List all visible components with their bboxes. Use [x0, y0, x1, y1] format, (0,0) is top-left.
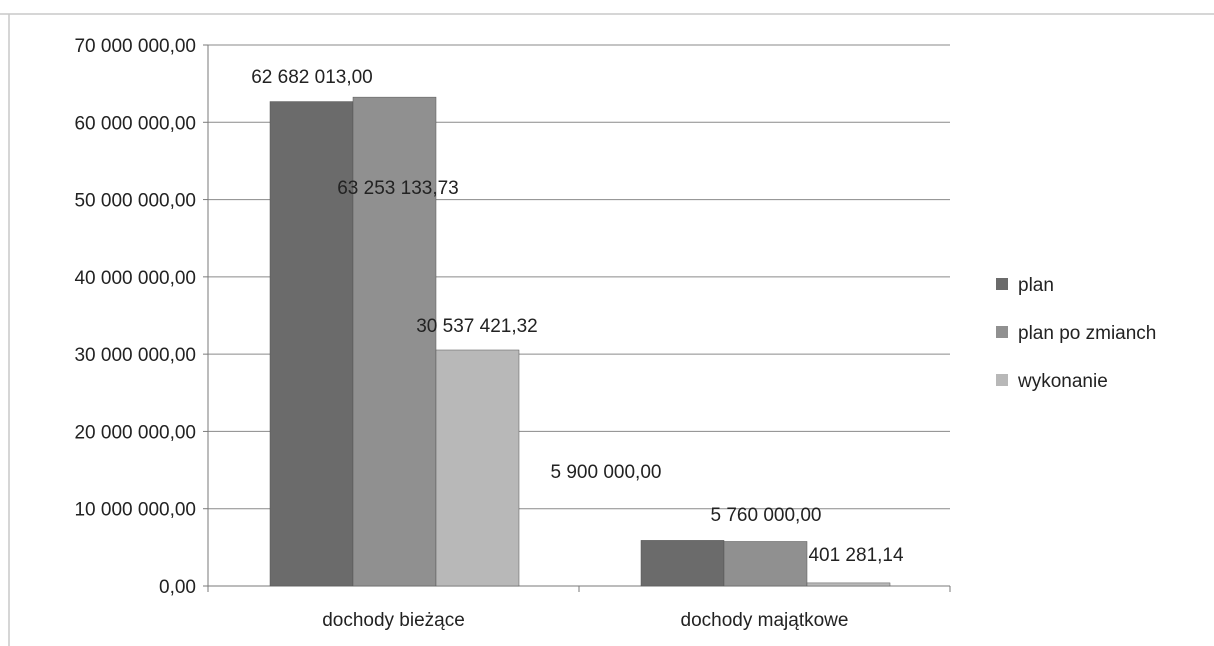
y-tick-label: 0,00 [159, 577, 196, 598]
legend: plan plan po zmianch wykonanie [996, 275, 1156, 392]
legend-label: wykonanie [1017, 371, 1108, 392]
x-category-label: dochody bieżące [322, 610, 465, 631]
data-label: 62 682 013,00 [251, 67, 373, 88]
data-label: 5 900 000,00 [551, 462, 662, 483]
chart-frame [0, 13, 1214, 646]
legend-swatch [996, 374, 1008, 386]
bar-wykonanie-0 [435, 349, 520, 587]
y-tick-label: 30 000 000,00 [74, 345, 196, 366]
y-tick-label: 70 000 000,00 [74, 36, 196, 57]
x-axis-category-labels: dochody bieżące dochody majątkowe [322, 610, 848, 631]
y-axis-tick-labels: 0,00 10 000 000,00 20 000 000,00 30 000 000… [74, 36, 196, 598]
bar-wykonanie-1 [806, 582, 891, 587]
x-category-label: dochody majątkowe [681, 610, 849, 631]
bar-plan-po-zmianch-0 [352, 96, 437, 587]
data-label: 63 253 133,73 [337, 178, 459, 199]
legend-swatch [996, 326, 1008, 338]
bar-plan-0 [269, 101, 354, 587]
bar-plan-po-zmianch-1 [723, 541, 808, 587]
y-tick-label: 60 000 000,00 [74, 113, 196, 134]
y-tick-label: 10 000 000,00 [74, 500, 196, 521]
data-label: 30 537 421,32 [416, 316, 538, 337]
y-tick-label: 40 000 000,00 [74, 268, 196, 289]
bars [269, 96, 891, 587]
legend-label: plan po zmianch [1018, 323, 1156, 344]
data-label: 401 281,14 [808, 545, 904, 566]
data-label: 5 760 000,00 [711, 505, 822, 526]
legend-label: plan [1018, 275, 1054, 296]
legend-swatch [996, 278, 1008, 290]
data-labels: 62 682 013,00 5 900 000,00 63 253 133,73 5 … [251, 67, 904, 566]
y-tick-label: 50 000 000,00 [74, 191, 196, 212]
bar-plan-1 [640, 540, 725, 587]
y-tick-label: 20 000 000,00 [74, 422, 196, 443]
